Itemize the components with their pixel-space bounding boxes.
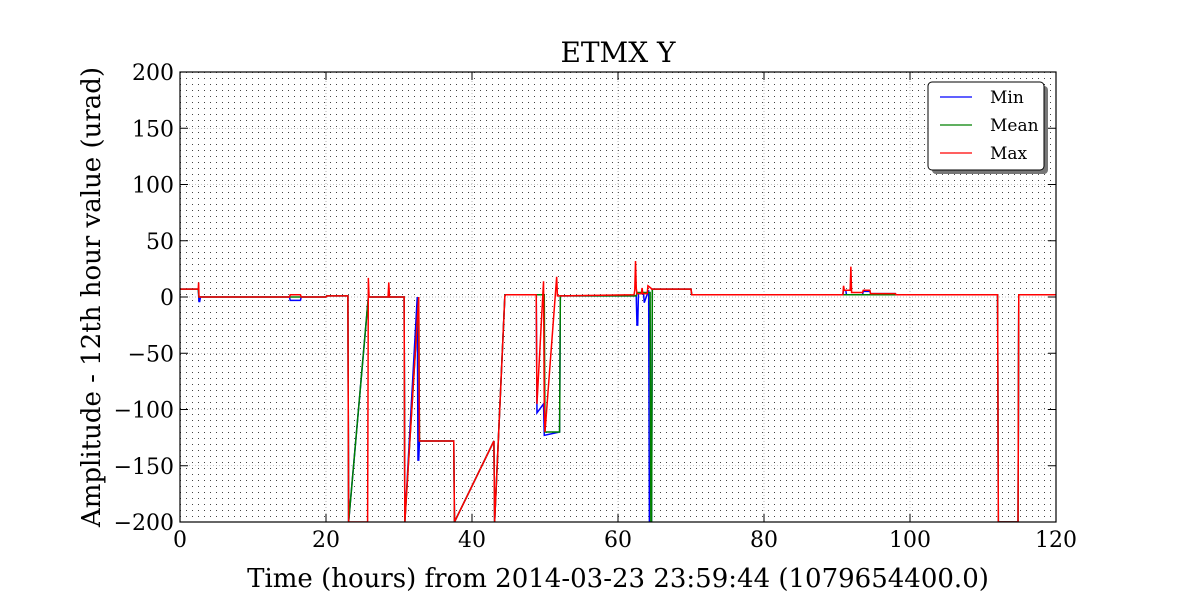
legend-label-min: Min bbox=[990, 88, 1024, 108]
series-layer bbox=[180, 260, 1056, 522]
legend-label-mean: Mean bbox=[990, 116, 1039, 136]
series-line-max bbox=[180, 260, 1056, 522]
chart-title: ETMX Y bbox=[560, 36, 676, 69]
y-tick-label: 100 bbox=[132, 174, 174, 199]
legend-label-max: Max bbox=[990, 144, 1028, 164]
x-tick-label: 60 bbox=[604, 528, 632, 553]
x-tick-label: 0 bbox=[173, 528, 187, 553]
y-tick-label: −100 bbox=[114, 399, 174, 424]
y-tick-label: 0 bbox=[160, 286, 174, 311]
x-tick-label: 20 bbox=[312, 528, 340, 553]
y-tick-label: −200 bbox=[114, 511, 174, 536]
x-axis: 0 20 40 60 80 100 120 bbox=[173, 72, 1077, 553]
y-tick-label: −150 bbox=[114, 455, 174, 480]
x-tick-label: 40 bbox=[458, 528, 486, 553]
x-axis-label: Time (hours) from 2014-03-23 23:59:44 (1… bbox=[247, 564, 989, 594]
x-tick-label: 80 bbox=[750, 528, 778, 553]
y-tick-label: 200 bbox=[132, 61, 174, 86]
x-tick-label: 100 bbox=[889, 528, 931, 553]
y-tick-label: −50 bbox=[128, 342, 174, 367]
x-tick-label: 120 bbox=[1035, 528, 1077, 553]
y-axis-label: Amplitude - 12th hour value (urad) bbox=[77, 67, 107, 528]
y-tick-label: 50 bbox=[146, 230, 174, 255]
y-tick-label: 150 bbox=[132, 117, 174, 142]
legend: Min Mean Max bbox=[927, 81, 1048, 174]
legend-box bbox=[927, 81, 1045, 171]
y-axis: 200 150 100 50 0 −50 −100 −150 −200 bbox=[114, 61, 1056, 536]
